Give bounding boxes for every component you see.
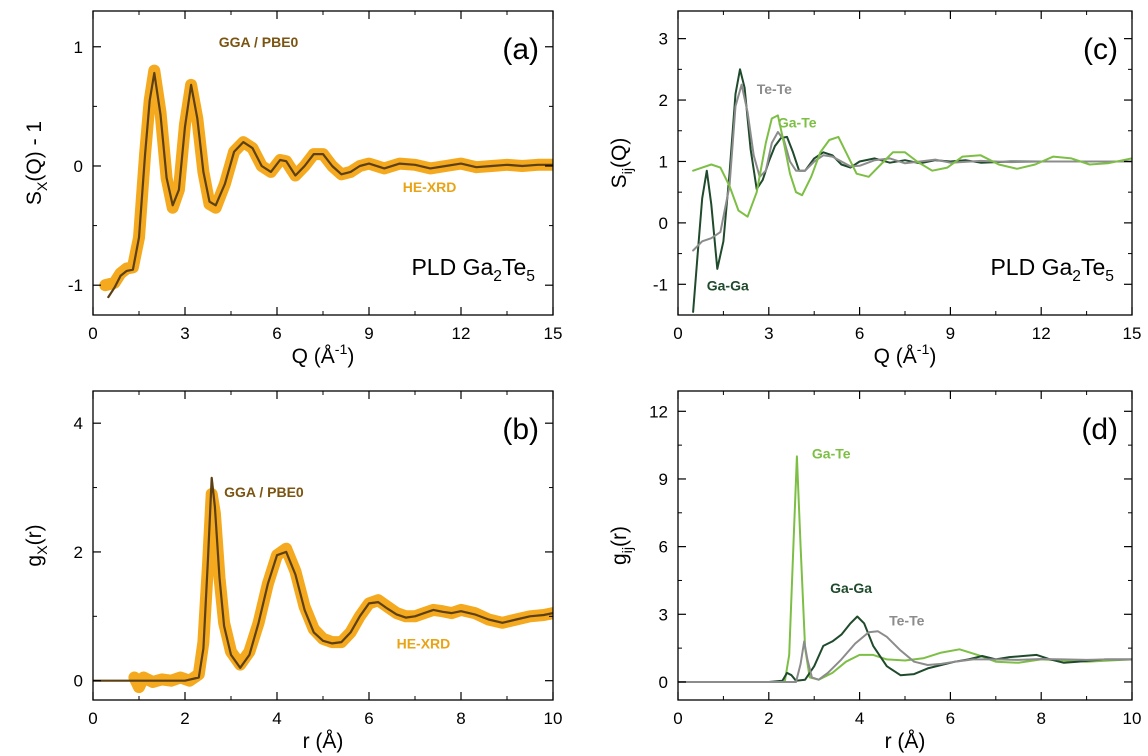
series-line-gga-pbe0 [107,71,553,299]
series-line-te-te [678,630,1132,683]
y-tick-label: 3 [659,605,668,624]
x-axis-label: r (Å) [303,730,344,753]
y-tick-label: 0 [74,157,83,176]
panel-label: (d) [1081,413,1118,446]
y-tick-label: 2 [659,91,668,110]
x-tick-label: 3 [764,324,773,343]
x-tick-label: 15 [1123,324,1142,343]
plot-area [99,64,553,299]
x-tick-label: 0 [673,324,682,343]
x-tick-label: 0 [88,324,97,343]
x-tick-label: 2 [180,709,189,728]
x-tick-label: 0 [88,709,97,728]
y-tick-label: 4 [74,414,83,433]
annotation-gga-pbe0: GGA / PBE0 [219,34,299,50]
x-axis-label: r (Å) [885,730,926,753]
y-tick-label: 0 [659,673,668,692]
y-axis-label: Sij(Q) [608,138,636,189]
annotation-te-te: Te-Te [889,613,924,629]
annotation-ga-ga: Ga-Ga [830,580,872,596]
x-tick-label: 4 [855,709,864,728]
x-tick-label: 6 [272,324,281,343]
y-tick-label: 0 [659,214,668,233]
series-line-gga-pbe0 [93,476,553,682]
x-tick-label: 0 [673,709,682,728]
panel-label: (a) [502,33,539,66]
x-tick-label: 6 [364,709,373,728]
y-tick-label: 3 [659,30,668,49]
x-tick-label: 6 [946,709,955,728]
x-tick-label: 9 [946,324,955,343]
series-line-he-xrd [128,488,553,694]
plot-frame [92,390,554,701]
sample-label: PLD Ga2Te5 [990,254,1114,285]
annotation-ga-te: Ga-Te [778,115,817,131]
plot-area [692,68,1132,313]
chart-panel-a: 0 3 6 9 12 15 -1 0 1 Q (Å-1) SX(Q) - 1 (a) PLD Ga2Te… [23,10,563,368]
annotation-he-xrd: HE-XRD [403,179,457,195]
y-tick-label: 1 [74,38,83,57]
x-tick-label: 4 [272,709,281,728]
x-tick-label: 10 [544,709,563,728]
y-tick-label: 9 [659,470,668,489]
chart-panel-b: 0 2 4 6 8 10 0 2 4 r (Å) gX(r) (b) GGA / PBE0 HE-XRD [23,390,563,753]
annotation-gga-pbe0: GGA / PBE0 [224,484,304,500]
y-tick-label: -1 [68,276,83,295]
series-line-ga-ga [678,615,1132,683]
series-line-he-xrd [99,64,553,292]
y-axis-label: gij(r) [608,526,636,565]
x-tick-label: 8 [456,709,465,728]
sample-label: PLD Ga2Te5 [411,254,535,285]
x-tick-label: 6 [855,324,864,343]
series-line-ga-te [678,455,1132,683]
x-tick-label: 8 [1036,709,1045,728]
x-tick-label: 10 [1123,709,1142,728]
y-axis-label: SX(Q) - 1 [23,121,51,205]
y-tick-label: 0 [74,672,83,691]
y-tick-label: 12 [649,402,668,421]
y-axis-label: gX(r) [23,524,51,566]
y-tick-label: -1 [653,275,668,294]
plot-area [678,455,1132,683]
x-tick-label: 9 [364,324,373,343]
annotation-ga-ga: Ga-Ga [707,277,749,293]
x-tick-label: 15 [544,324,563,343]
series-line-ga-te [692,114,1132,218]
y-tick-label: 1 [659,152,668,171]
x-axis-label: Q (Å-1) [874,342,937,368]
y-tick-label: 6 [659,538,668,557]
x-tick-label: 3 [180,324,189,343]
x-axis-label: Q (Å-1) [292,342,355,368]
y-tick-label: 2 [74,543,83,562]
panel-label: (b) [502,413,539,446]
panel-label: (c) [1083,33,1118,66]
chart-panel-d: 0 2 4 6 8 10 0 3 6 9 12 r (Å) gij(r) (d) Ga-Te Ga-Ga Te-… [608,390,1142,753]
annotation-he-xrd: HE-XRD [397,636,451,652]
plot-area [93,476,553,694]
series-line-te-te [692,83,1132,252]
x-tick-label: 2 [764,709,773,728]
annotation-te-te: Te-Te [757,81,792,97]
annotation-ga-te: Ga-Te [812,446,851,462]
x-tick-label: 12 [452,324,471,343]
x-tick-label: 12 [1032,324,1051,343]
